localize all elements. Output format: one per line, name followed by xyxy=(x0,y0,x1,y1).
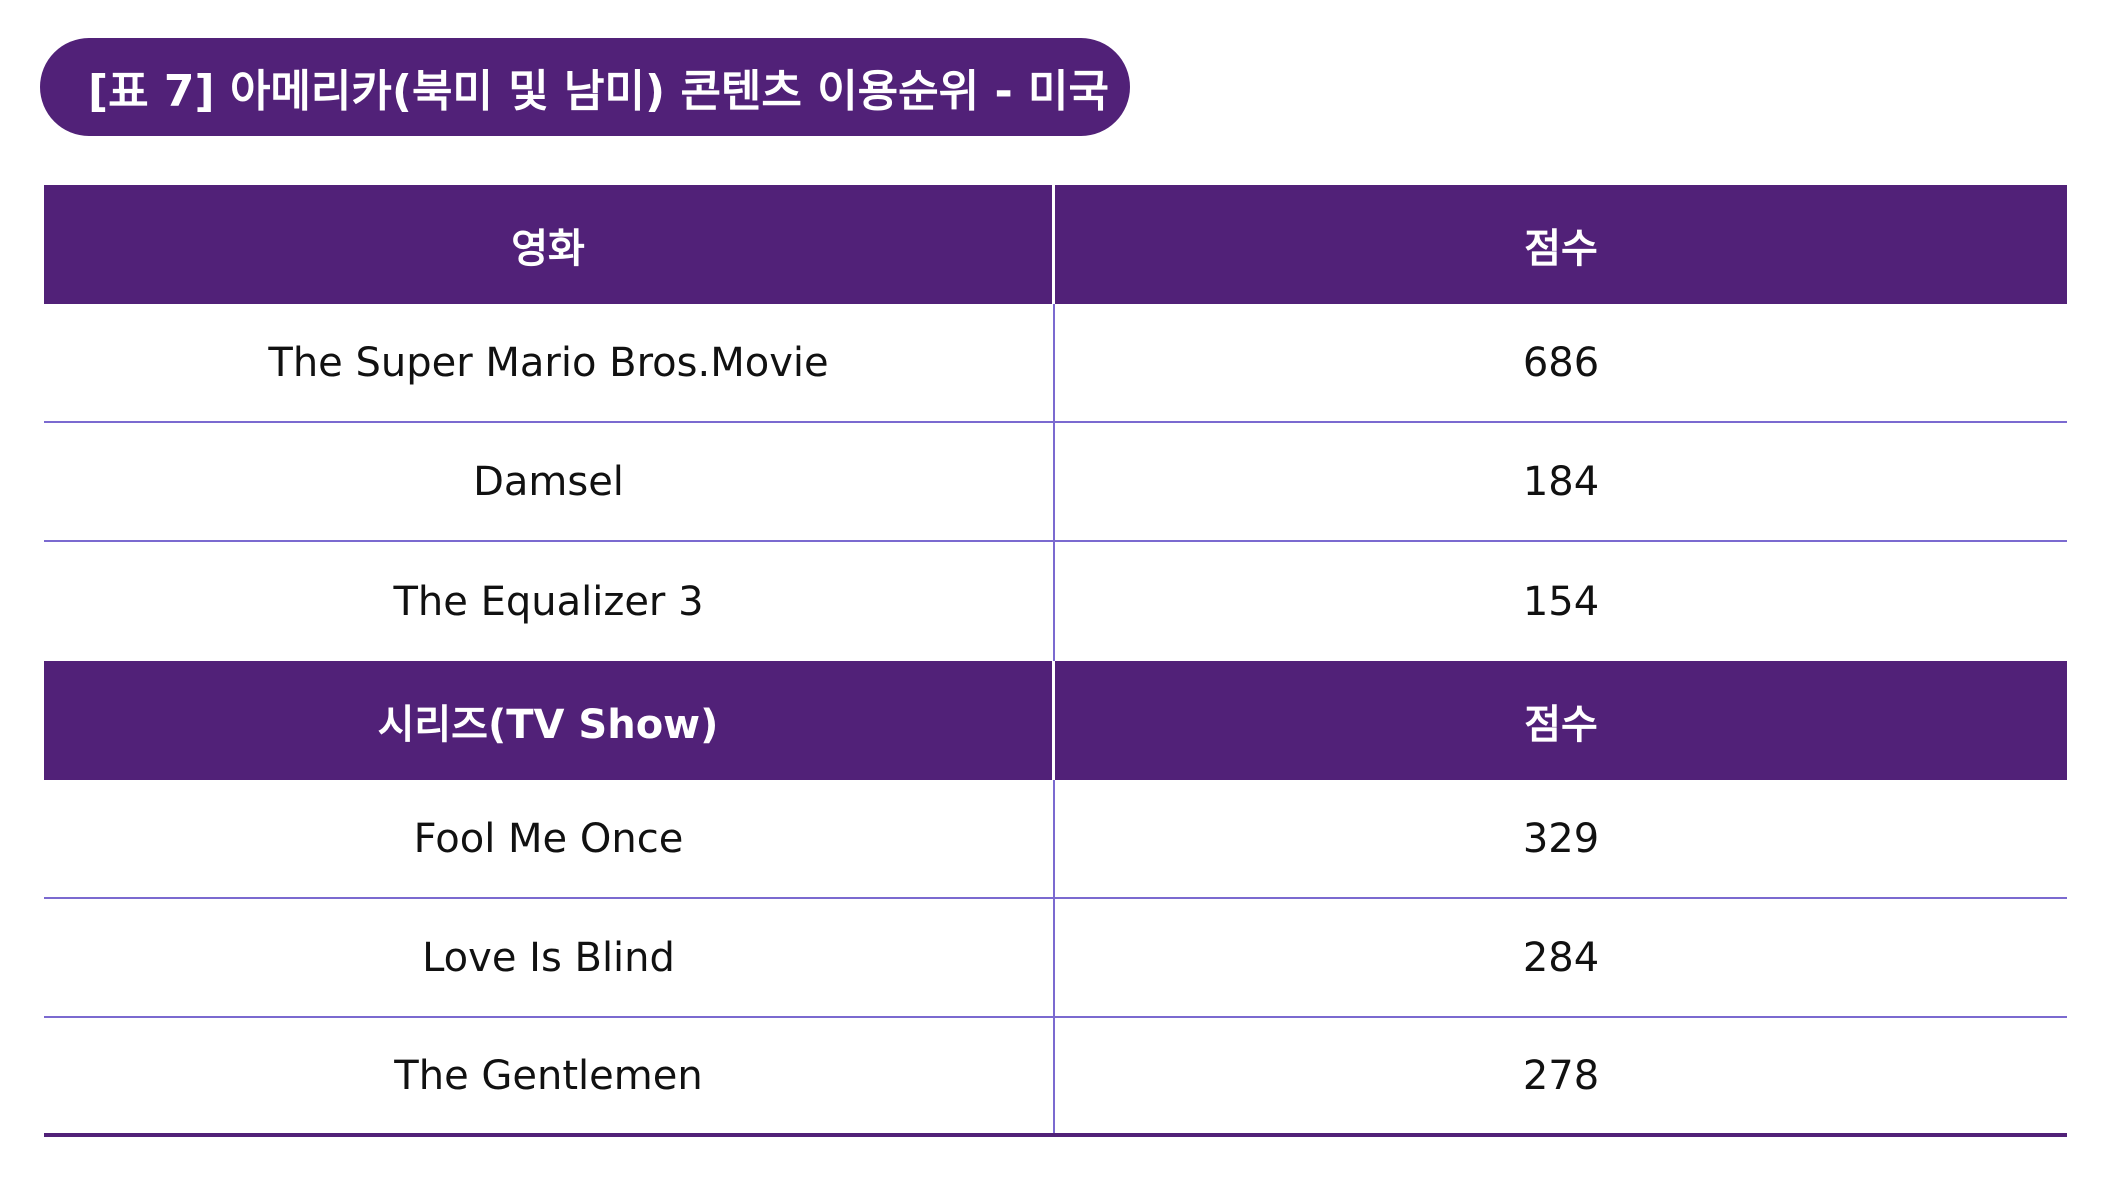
table-row: The Gentlemen 278 xyxy=(44,1018,2067,1137)
movie-title-cell: The Super Mario Bros.Movie xyxy=(44,304,1055,421)
movie-score-cell: 686 xyxy=(1522,339,1600,386)
series-title-cell: Fool Me Once xyxy=(44,780,1055,897)
movies-column-header: 영화 xyxy=(44,185,1055,304)
movies-header-row: 영화 점수 xyxy=(44,185,2067,304)
table-row: Damsel 184 xyxy=(44,423,2067,542)
table-row: The Super Mario Bros.Movie 686 xyxy=(44,304,2067,423)
series-score-cell: 278 xyxy=(1522,1052,1600,1099)
series-score-header: 점수 xyxy=(1524,701,1598,748)
table-row: Fool Me Once 329 xyxy=(44,780,2067,899)
series-header-row: 시리즈(TV Show) 점수 xyxy=(44,661,2067,780)
table-title-banner: [표 7] 아메리카(북미 및 남미) 콘텐츠 이용순위 - 미국 xyxy=(40,38,1130,136)
table-row: Love Is Blind 284 xyxy=(44,899,2067,1018)
content-ranking-table: 영화 점수 The Super Mario Bros.Movie 686 Dam… xyxy=(44,185,2067,1137)
table-row: The Equalizer 3 154 xyxy=(44,542,2067,661)
movie-title-cell: Damsel xyxy=(44,423,1055,540)
table-title: [표 7] 아메리카(북미 및 남미) 콘텐츠 이용순위 - 미국 xyxy=(88,66,1109,117)
movie-score-cell: 184 xyxy=(1522,458,1600,505)
movie-score-cell: 154 xyxy=(1522,578,1600,625)
movies-score-header: 점수 xyxy=(1524,225,1598,272)
series-score-cell: 284 xyxy=(1522,934,1600,981)
series-score-cell: 329 xyxy=(1522,815,1600,862)
series-title-cell: Love Is Blind xyxy=(44,899,1055,1016)
series-title-cell: The Gentlemen xyxy=(44,1018,1055,1133)
series-column-header: 시리즈(TV Show) xyxy=(44,661,1055,780)
movie-title-cell: The Equalizer 3 xyxy=(44,542,1055,661)
